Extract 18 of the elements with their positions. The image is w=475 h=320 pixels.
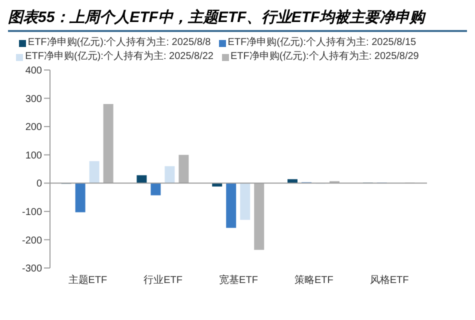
y-tick-label: 200 (25, 122, 42, 134)
x-tick-label: 风格ETF (370, 274, 409, 286)
chart-title: 图表55：上周个人ETF中，主题ETF、行业ETF均被主要净申购 (8, 8, 467, 32)
legend-label: ETF净申购(亿元):个人持有为主: 2025/8/8 (26, 36, 211, 50)
y-tick-label: -100 (22, 206, 42, 218)
x-tick-label: 主题ETF (68, 274, 108, 286)
y-tick-label: 0 (36, 178, 42, 190)
legend-label: ETF净申购(亿元):个人持有为主: 2025/8/15 (226, 36, 416, 50)
y-tick-label: 400 (25, 66, 42, 77)
y-tick-label: 100 (25, 150, 42, 162)
legend-label: ETF净申购(亿元):个人持有为主: 2025/8/22 (24, 50, 214, 64)
x-tick-label: 行业ETF (144, 274, 183, 286)
y-tick-label: -300 (22, 264, 42, 275)
y-tick-label: 300 (25, 94, 42, 105)
y-tick-label: -200 (22, 235, 42, 246)
legend-label: ETF净申购(亿元):个人持有为主: 2025/8/29 (230, 50, 419, 64)
x-tick-label: 宽基ETF (219, 274, 258, 286)
x-tick-label: 策略ETF (294, 274, 334, 286)
